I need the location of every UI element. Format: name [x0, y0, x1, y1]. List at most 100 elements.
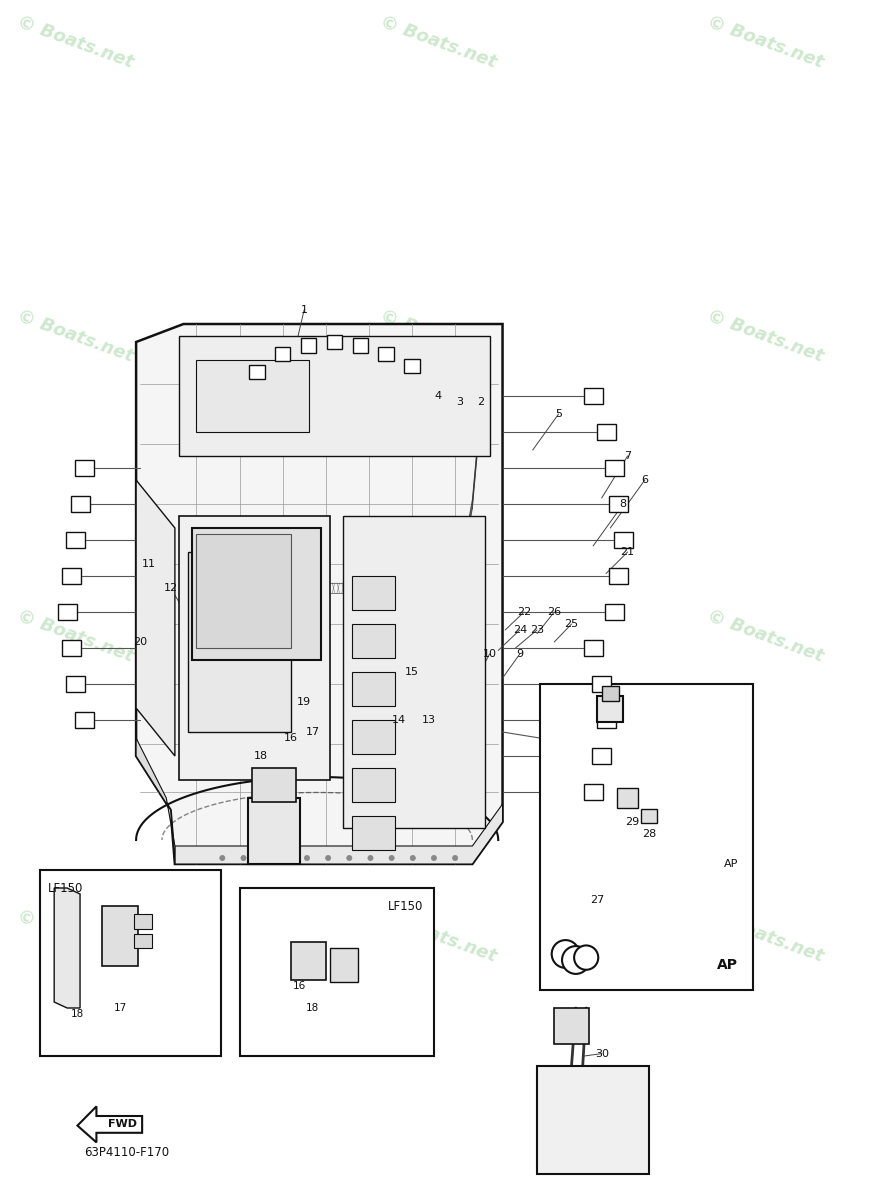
Text: 18: 18: [71, 1009, 84, 1019]
Circle shape: [304, 856, 309, 860]
Polygon shape: [136, 480, 175, 756]
Text: 5: 5: [555, 409, 562, 419]
Bar: [70, 497, 90, 511]
Bar: [617, 788, 639, 808]
Text: LF150: LF150: [48, 882, 83, 895]
Text: 16: 16: [294, 982, 307, 991]
Bar: [179, 336, 489, 456]
Circle shape: [283, 856, 289, 860]
Text: 22: 22: [517, 607, 531, 617]
Text: © Boats.net: © Boats.net: [705, 306, 826, 366]
Text: 4: 4: [434, 391, 441, 401]
Bar: [66, 677, 85, 691]
Bar: [378, 347, 394, 361]
Polygon shape: [136, 738, 175, 864]
Bar: [330, 948, 358, 982]
Bar: [75, 713, 94, 727]
Bar: [352, 624, 395, 658]
Text: 7: 7: [624, 451, 631, 461]
Bar: [584, 785, 602, 800]
Circle shape: [368, 856, 373, 860]
Bar: [352, 816, 395, 850]
Bar: [249, 365, 264, 379]
Text: 15: 15: [405, 667, 419, 677]
Text: © Boats.net: © Boats.net: [377, 306, 499, 366]
Bar: [352, 672, 395, 706]
Text: AP: AP: [724, 859, 739, 869]
Bar: [352, 576, 395, 610]
Bar: [39, 870, 221, 1056]
Text: LF150: LF150: [388, 900, 423, 913]
Bar: [352, 720, 395, 754]
Bar: [240, 888, 434, 1056]
Circle shape: [562, 946, 590, 974]
Circle shape: [241, 856, 246, 860]
Text: 16: 16: [284, 733, 298, 743]
Bar: [609, 568, 628, 584]
Text: © Boats.net: © Boats.net: [705, 12, 826, 72]
Circle shape: [431, 856, 436, 860]
Bar: [597, 696, 623, 722]
Text: 17: 17: [114, 1003, 127, 1013]
Text: 28: 28: [642, 829, 656, 839]
Bar: [614, 532, 633, 548]
Bar: [196, 534, 291, 648]
Text: 26: 26: [547, 607, 561, 617]
Circle shape: [552, 940, 580, 968]
Bar: [196, 360, 308, 432]
Polygon shape: [77, 1106, 143, 1142]
Text: 63P4110-F170: 63P4110-F170: [84, 1146, 169, 1159]
Circle shape: [453, 856, 458, 860]
Text: 11: 11: [142, 559, 156, 569]
Bar: [605, 604, 624, 620]
Text: 29: 29: [625, 817, 639, 827]
Text: 1: 1: [301, 305, 308, 314]
Text: 23: 23: [530, 625, 544, 635]
Bar: [188, 552, 291, 732]
Circle shape: [347, 856, 352, 860]
Bar: [609, 496, 628, 512]
Text: 30: 30: [594, 1049, 608, 1058]
Text: © Boats.net: © Boats.net: [15, 906, 136, 966]
Bar: [253, 768, 295, 802]
Bar: [66, 533, 85, 547]
Text: FWD: FWD: [108, 1120, 136, 1129]
Bar: [592, 749, 611, 764]
Bar: [62, 568, 81, 583]
Circle shape: [574, 946, 598, 970]
Text: 17: 17: [306, 727, 320, 737]
Circle shape: [389, 856, 395, 860]
Bar: [353, 338, 368, 353]
Bar: [249, 798, 300, 864]
Text: © Boats.net: © Boats.net: [705, 906, 826, 966]
Polygon shape: [175, 804, 502, 864]
Bar: [57, 605, 76, 619]
Text: © Boats.net: © Boats.net: [705, 606, 826, 666]
Polygon shape: [136, 324, 502, 864]
Bar: [540, 684, 753, 990]
Text: © Boats.net: © Boats.net: [15, 12, 136, 72]
Text: 6: 6: [641, 475, 648, 485]
Text: 14: 14: [392, 715, 406, 725]
Bar: [605, 460, 624, 476]
Bar: [601, 686, 619, 701]
Bar: [192, 528, 322, 660]
Text: 8: 8: [620, 499, 627, 509]
Text: © Boats.net: © Boats.net: [15, 606, 136, 666]
Polygon shape: [54, 888, 80, 1008]
Bar: [343, 516, 485, 828]
Bar: [327, 335, 342, 349]
Bar: [102, 906, 138, 966]
Bar: [592, 677, 611, 691]
Text: 18: 18: [306, 1003, 320, 1013]
Bar: [301, 338, 316, 353]
Bar: [135, 934, 151, 948]
Text: 27: 27: [590, 895, 605, 905]
Bar: [537, 1066, 649, 1174]
Text: AP: AP: [717, 958, 738, 972]
Bar: [179, 516, 330, 780]
Bar: [75, 460, 94, 475]
Text: 25: 25: [565, 619, 579, 629]
Text: 19: 19: [297, 697, 311, 707]
Bar: [596, 713, 615, 727]
